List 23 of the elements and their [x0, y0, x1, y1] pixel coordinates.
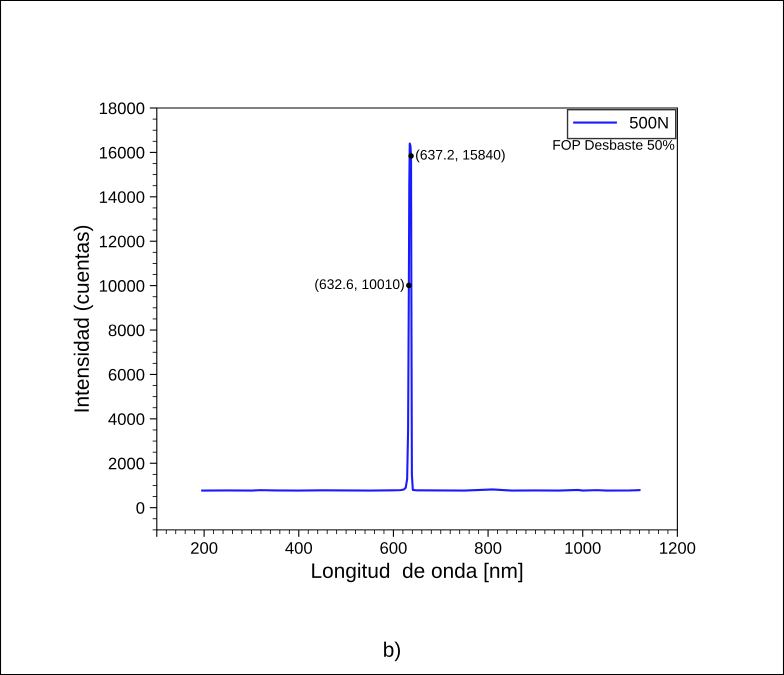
y-tick-label: 14000: [100, 191, 144, 204]
legend-label: 500N: [630, 116, 668, 129]
y-tick-label: 12000: [100, 236, 144, 248]
annotation: (632.6, 10010): [315, 278, 404, 292]
x-tick-label: 400: [285, 542, 312, 554]
annotation: FOP Desbaste 50%: [553, 140, 674, 150]
y-tick-label: 16000: [100, 146, 144, 159]
y-tick-label: 8000: [108, 324, 144, 336]
x-tick-label: 800: [474, 542, 502, 554]
x-tick-label: 1200: [660, 542, 696, 554]
y-tick-label: 10000: [100, 280, 144, 292]
y-tick-label: 6000: [108, 368, 144, 381]
x-tick-label: 600: [380, 542, 407, 554]
y-tick-label: 0: [136, 502, 144, 514]
x-axis-title: Longitud de onda [nm]: [312, 562, 522, 582]
y-axis-title: Intensidad (cuentas): [74, 226, 94, 412]
text: b): [384, 642, 400, 662]
y-tick-label: 4000: [108, 413, 144, 426]
y-tick-label: 2000: [108, 458, 144, 470]
x-tick-label: 200: [191, 542, 218, 554]
y-tick-label: 18000: [100, 102, 144, 114]
annotation: (637.2, 15840): [416, 149, 505, 162]
x-tick-label: 1000: [565, 542, 601, 554]
